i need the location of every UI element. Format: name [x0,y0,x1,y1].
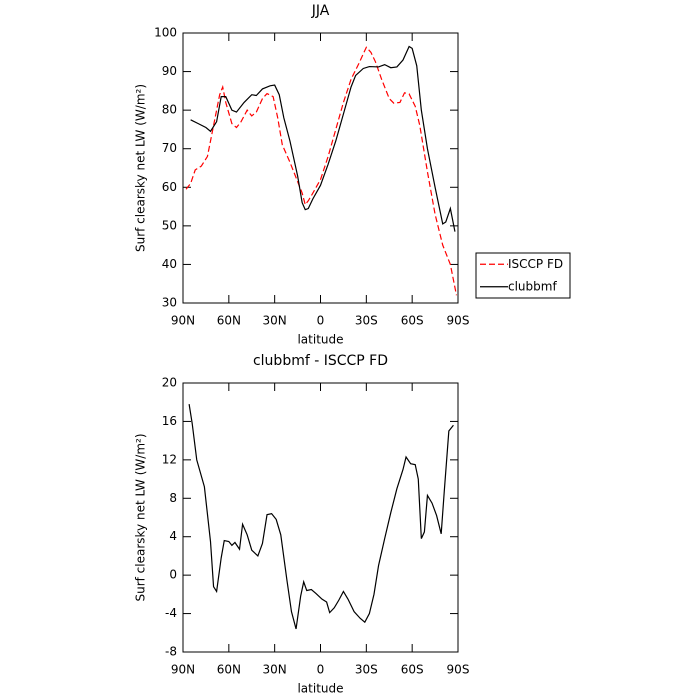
x-axis-label: latitude [297,333,343,347]
x-axis-label: latitude [297,682,343,696]
y-tick-label: 0 [169,568,177,582]
y-tick-label: 12 [162,452,177,466]
y-tick-label: 20 [162,376,177,390]
y-tick-label: 60 [162,180,177,194]
y-tick-label: 30 [162,296,177,310]
y-tick-label: 80 [162,103,177,117]
x-tick-label: 60S [401,314,424,328]
x-tick-label: 90S [447,314,470,328]
legend-label: clubbmf [508,279,557,293]
y-tick-label: -8 [165,645,177,659]
y-tick-label: 8 [169,491,177,505]
x-tick-label: 0 [317,314,325,328]
x-tick-label: 60S [401,663,424,677]
x-tick-label: 60N [217,663,241,677]
data-line [185,46,458,296]
y-axis-label: Surf clearsky net LW (W/m²) [134,433,148,601]
x-tick-label: 60N [217,314,241,328]
plot-frame [182,382,459,653]
y-tick-label: 90 [162,64,177,78]
data-line [188,404,454,630]
y-tick-label: 16 [162,414,177,428]
x-tick-label: 30N [263,314,287,328]
y-tick-label: 40 [162,257,177,271]
y-axis-label: Surf clearsky net LW (W/m²) [134,84,148,252]
x-tick-label: 30N [263,663,287,677]
legend-box [475,252,571,299]
legend-label: ISCCP FD [508,257,563,271]
chart-title: clubbmf - ISCCP FD [253,353,388,369]
data-line [190,45,456,232]
y-tick-label: -4 [165,606,177,620]
y-tick-label: 100 [154,26,177,40]
y-tick-label: 50 [162,218,177,232]
chart-title: JJA [311,3,330,19]
x-tick-label: 90N [171,663,195,677]
x-tick-label: 90S [447,663,470,677]
x-tick-label: 30S [355,314,378,328]
x-tick-label: 0 [317,663,325,677]
x-tick-label: 90N [171,314,195,328]
y-tick-label: 70 [162,141,177,155]
plot-frame [182,32,459,304]
y-tick-label: 4 [169,529,177,543]
x-tick-label: 30S [355,663,378,677]
